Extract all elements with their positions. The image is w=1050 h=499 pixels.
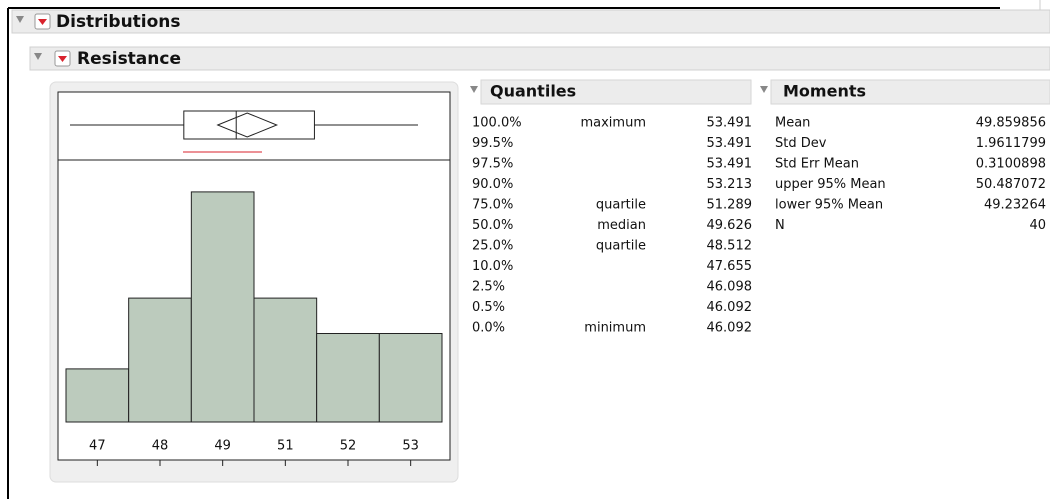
box	[183, 110, 315, 140]
quantile-percent: 100.0%	[472, 116, 522, 131]
moment-value: 49.23264	[984, 198, 1046, 213]
quantile-value: 46.092	[707, 321, 753, 336]
quantile-label: median	[597, 218, 646, 233]
moment-value: 50.487072	[976, 177, 1046, 192]
quantile-value: 46.092	[707, 300, 753, 315]
outline-header	[29, 46, 1050, 71]
histogram-bar	[128, 297, 192, 423]
moment-name: upper 95% Mean	[775, 177, 886, 192]
quantile-value: 51.289	[707, 198, 753, 213]
quantile-percent: 0.0%	[472, 321, 505, 336]
x-tick-label: 48	[152, 439, 169, 454]
moment-value: 49.859856	[976, 116, 1046, 131]
moment-name: Std Err Mean	[775, 157, 859, 172]
quantile-value: 53.491	[707, 116, 753, 131]
x-tick-label: 52	[340, 439, 357, 454]
quantile-label: minimum	[584, 321, 646, 336]
header-title: Distributions	[56, 12, 181, 32]
histogram-bar	[190, 191, 255, 423]
quantile-value: 53.491	[707, 136, 753, 151]
disclosure-triangle[interactable]	[16, 16, 24, 23]
moment-name: Std Dev	[775, 136, 827, 151]
x-tick-label: 53	[402, 439, 419, 454]
moment-value: 40	[1029, 218, 1046, 233]
quantile-value: 47.655	[707, 259, 753, 274]
moment-name: lower 95% Mean	[775, 198, 883, 213]
quantile-percent: 75.0%	[472, 198, 513, 213]
menu-icon	[38, 19, 47, 25]
moments-title: Moments	[783, 82, 866, 101]
quantile-percent: 25.0%	[472, 239, 513, 254]
moment-value: 1.9611799	[976, 136, 1046, 151]
quantile-percent: 97.5%	[472, 157, 513, 172]
quantile-percent: 90.0%	[472, 177, 513, 192]
x-tick-label: 51	[277, 439, 294, 454]
quantile-percent: 10.0%	[472, 259, 513, 274]
quantile-value: 46.098	[707, 280, 753, 295]
section-title: Resistance	[77, 49, 181, 69]
quantile-label: maximum	[580, 116, 646, 131]
histogram-bar	[65, 368, 130, 423]
quantile-percent: 50.0%	[472, 218, 513, 233]
table-header	[770, 79, 1050, 105]
quantile-percent: 2.5%	[472, 280, 505, 295]
x-tick-label: 47	[89, 439, 106, 454]
outline-header	[11, 9, 1050, 34]
quantile-label: quartile	[596, 198, 646, 213]
quantile-percent: 0.5%	[472, 300, 505, 315]
moment-name: Mean	[775, 116, 810, 131]
x-tick-label: 49	[214, 439, 231, 454]
moment-name: N	[775, 218, 785, 233]
histogram-bar	[378, 333, 443, 423]
mean-diamond	[216, 112, 279, 138]
quantile-value: 53.213	[707, 177, 753, 192]
quantile-percent: 99.5%	[472, 136, 513, 151]
histogram-bar	[316, 333, 380, 423]
table-header	[480, 79, 752, 105]
disclosure-triangle[interactable]	[34, 53, 42, 60]
disclosure-triangle[interactable]	[760, 86, 768, 93]
moment-value: 0.3100898	[976, 157, 1046, 172]
quantile-value: 48.512	[707, 239, 753, 254]
quantile-label: quartile	[596, 239, 646, 254]
disclosure-triangle[interactable]	[470, 86, 478, 93]
histogram-bar	[253, 297, 318, 423]
quantiles-title: Quantiles	[490, 82, 576, 101]
menu-icon	[58, 56, 67, 62]
quantile-value: 53.491	[707, 157, 753, 172]
quantile-value: 49.626	[707, 218, 753, 233]
